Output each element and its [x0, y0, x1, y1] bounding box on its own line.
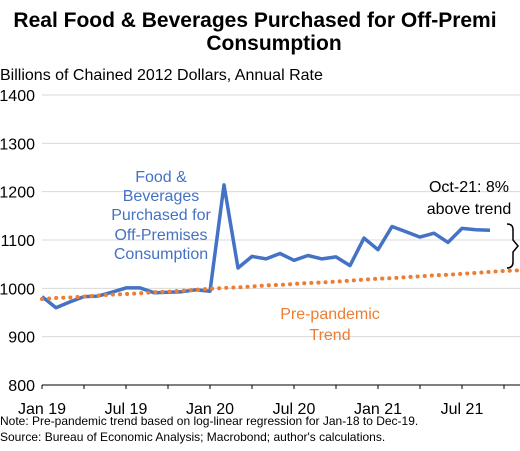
y-tick-label: 800 [8, 378, 35, 395]
series-layer [40, 183, 520, 310]
x-tick-label: Jul 21 [441, 401, 484, 418]
x-tick-label: Jul 19 [105, 401, 148, 418]
source-note: Source: Bureau of Economic Analysis; Mac… [0, 430, 385, 444]
y-tick-label: 1000 [0, 281, 35, 298]
series-label-line: Consumption [114, 246, 208, 263]
series-line-food-beverages [40, 183, 491, 310]
y-tick-label: 1100 [1, 233, 36, 250]
y-tick-label: 1400 [0, 88, 35, 105]
callout-oct-21: Oct-21: 8% above trend [427, 179, 519, 269]
series-label-line: Food & [135, 169, 187, 186]
chart-title-line-2: Consumption [206, 32, 341, 55]
x-tick-label: Jan 21 [354, 401, 402, 418]
callout-line: above trend [427, 201, 512, 218]
footnote: Note: Pre-pandemic trend based on log-li… [0, 414, 418, 428]
y-tick-label: 1200 [0, 185, 35, 202]
series-label-line: Trend [309, 327, 350, 344]
x-tick-label: Jan 20 [186, 401, 234, 418]
y-tick-label: 900 [8, 330, 35, 347]
chart-subtitle: Billions of Chained 2012 Dollars, Annual… [0, 67, 323, 84]
series-label-food-beverages: Food & Beverages Purchased for Off-Premi… [111, 169, 211, 263]
series-label-line: Off-Premises [114, 227, 207, 244]
x-tick-label: Jan 19 [18, 401, 66, 418]
y-tick-label: 1300 [0, 136, 35, 153]
x-axis-ticks: Jan 19 Jul 19 Jan 20 Jul 20 Jan 21 Jul 21 [18, 385, 505, 418]
callout-line: Oct-21: 8% [429, 179, 509, 196]
chart-title-line-1: Real Food & Beverages Purchased for Off-… [13, 9, 496, 32]
series-line-trend [40, 268, 520, 301]
y-axis-ticks: 1400 1300 1200 1100 1000 900 800 [0, 88, 35, 395]
series-label-line: Purchased for [111, 207, 211, 224]
series-label-line: Beverages [123, 188, 200, 205]
x-tick-label: Jul 20 [273, 401, 316, 418]
callout-brace [506, 223, 519, 269]
series-label-line: Pre-pandemic [280, 306, 380, 323]
series-label-trend: Pre-pandemic Trend [280, 306, 380, 344]
